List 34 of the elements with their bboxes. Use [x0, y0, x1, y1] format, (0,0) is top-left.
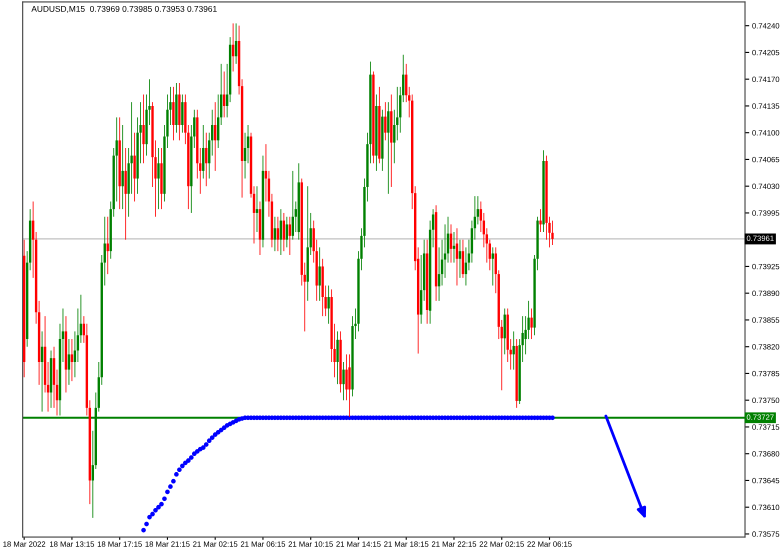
candlestick	[276, 216, 280, 252]
candlestick	[336, 330, 339, 385]
candlestick	[232, 22, 234, 72]
candlestick	[142, 94, 145, 164]
candlestick	[282, 212, 286, 252]
candlestick	[133, 132, 136, 202]
candlestick	[181, 94, 184, 134]
candlestick	[292, 170, 294, 240]
candlestick	[286, 216, 288, 248]
candlestick	[288, 216, 292, 256]
candlestick	[202, 124, 204, 179]
candlestick	[327, 285, 330, 324]
candlestick	[40, 330, 44, 412]
candlestick	[234, 22, 238, 64]
candlestick	[274, 216, 276, 252]
candlestick	[106, 216, 109, 275]
candlestick	[462, 239, 464, 278]
candlestick	[205, 132, 208, 187]
chart-title: AUDUSD,M15 0.73969 0.73985 0.73953 0.73961	[31, 6, 217, 13]
candlestick	[318, 246, 321, 302]
candlestick	[387, 102, 390, 194]
candlestick	[172, 86, 175, 141]
candlestick	[530, 308, 533, 340]
candlestick	[70, 338, 74, 382]
candlestick	[512, 330, 515, 370]
candlestick	[384, 102, 387, 141]
candlestick	[492, 246, 494, 286]
candlestick	[504, 308, 506, 355]
candlestick	[68, 338, 70, 386]
candlestick	[121, 124, 124, 210]
candlestick	[222, 71, 226, 118]
candlestick	[280, 208, 282, 256]
candlestick	[214, 102, 216, 172]
candlestick	[124, 148, 127, 240]
